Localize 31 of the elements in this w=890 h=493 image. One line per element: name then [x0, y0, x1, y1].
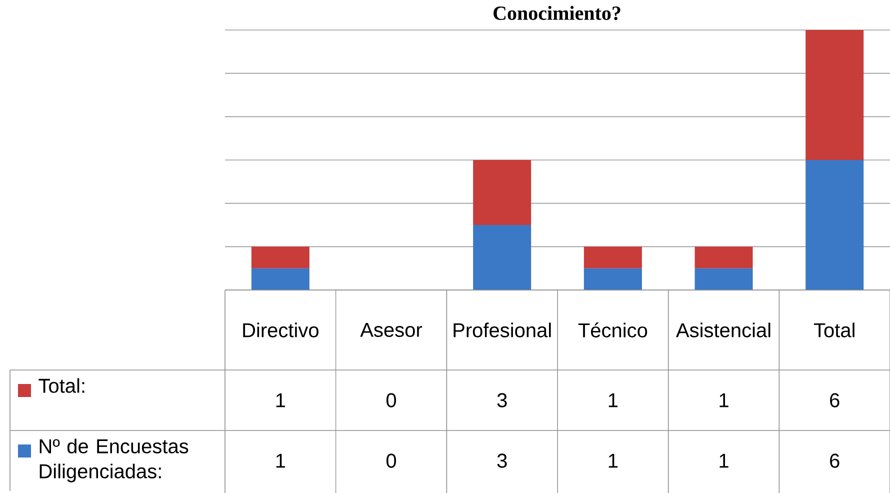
- data-label: 0: [386, 393, 396, 408]
- bar: [694, 246, 753, 268]
- chart-title: Conocimiento?: [494, 6, 620, 20]
- data-label: 1: [608, 454, 618, 468]
- data-label: 1: [608, 393, 618, 408]
- data-label: 1: [276, 454, 286, 468]
- bar: [806, 160, 864, 290]
- bar: [584, 268, 642, 290]
- bar: [473, 225, 532, 290]
- legend-label: Nº de Encuestas Diligenciadas:: [40, 438, 188, 482]
- x-tick-label: Técnico: [578, 322, 648, 338]
- bar: [473, 160, 532, 225]
- x-tick-label: Profesional: [454, 322, 551, 338]
- bar: [251, 268, 310, 290]
- data-label: 1: [720, 454, 728, 468]
- x-tick-label: Asistencial: [676, 322, 770, 338]
- x-tick-label: Total: [814, 322, 854, 338]
- data-label: 6: [830, 393, 840, 408]
- bar: [806, 30, 864, 160]
- bar: [251, 246, 310, 268]
- bar: [584, 246, 642, 268]
- legend-label: Total:: [38, 378, 84, 393]
- bar: [694, 268, 753, 290]
- data-label: 3: [497, 393, 507, 408]
- x-tick-label: Asesor: [360, 323, 422, 337]
- data-label: 3: [497, 454, 507, 468]
- data-label: 1: [720, 393, 728, 408]
- x-tick-label: Directivo: [243, 322, 318, 338]
- data-label: 6: [830, 454, 840, 468]
- data-label: 0: [386, 454, 396, 468]
- data-label: 1: [276, 393, 286, 408]
